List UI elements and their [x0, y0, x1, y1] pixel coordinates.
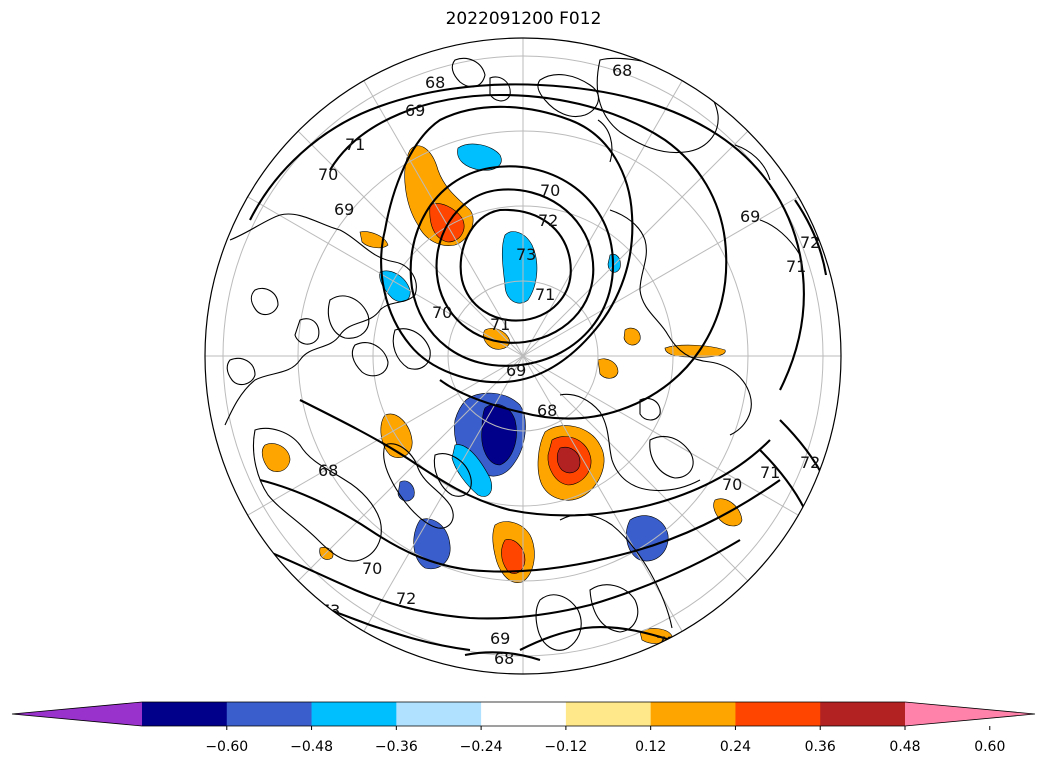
contour-label: 72 [396, 589, 416, 608]
contour-label: 69 [405, 101, 425, 120]
contour-label: 70 [318, 165, 338, 184]
contour-label: 72 [800, 453, 820, 472]
contour-label: 72 [800, 233, 820, 252]
contour-label: 69 [334, 200, 354, 219]
contour-label: 69 [740, 207, 760, 226]
colorbar-tick-label: 0.48 [889, 739, 920, 755]
colorbar-outline [11, 701, 1036, 727]
contour-label: 70 [540, 181, 560, 200]
height-contours [239, 83, 834, 662]
colorbar-tick-label: 0.12 [635, 739, 666, 755]
colorbar-cell [565, 702, 652, 726]
contour-label: 68 [537, 401, 557, 420]
contour-label: 71 [345, 135, 365, 154]
anomaly-blob [597, 358, 619, 379]
contour-label: 70 [362, 559, 382, 578]
anomaly-blob [501, 539, 526, 574]
contour-label: 69 [506, 361, 526, 380]
map-boundary [204, 37, 842, 675]
map-title: 2022091200 F012 [445, 9, 602, 29]
contour-label: 71 [535, 285, 555, 304]
contour-label: 70 [432, 303, 452, 322]
colorbar-cell [396, 702, 482, 726]
colorbar-tick-label: −0.60 [205, 739, 248, 755]
contour-label: 73 [516, 245, 536, 264]
colorbar-cell [142, 702, 228, 726]
colorbar-cell [735, 702, 821, 726]
colorbar-tick-label: −0.48 [290, 739, 333, 755]
contour-label: 70 [722, 475, 742, 494]
anomaly-blob [261, 443, 291, 473]
colorbar-tick-label: 0.36 [805, 739, 836, 755]
anomaly-blob [501, 231, 538, 304]
anomaly-fill-layer [261, 143, 743, 644]
contour-label: 68 [318, 461, 338, 480]
polar-map: 68 68 68 68 68 69 69 69 69 69 70 70 70 7… [204, 37, 842, 675]
colorbar-extend-max [905, 702, 1035, 726]
anomaly-blob [623, 327, 641, 346]
coastlines [224, 57, 801, 651]
anomaly-blob [397, 480, 415, 502]
anomaly-blob [556, 447, 581, 474]
colorbar-cell [311, 702, 397, 726]
colorbar-cell [481, 702, 567, 726]
contour-label: 71 [786, 257, 806, 276]
anomaly-blob [359, 231, 389, 249]
colorbar-cell [820, 702, 906, 726]
contour-label: 69 [490, 629, 510, 648]
colorbar-cell [226, 702, 313, 726]
colorbar-cell [650, 702, 736, 726]
colorbar-tick-label: −0.24 [460, 739, 503, 755]
contour-label: 68 [425, 73, 445, 92]
colorbar-tick-label: −0.12 [544, 739, 587, 755]
colorbar-extend-min [12, 702, 142, 726]
colorbar-tick-label: 0.24 [720, 739, 751, 755]
contour-label: 68 [494, 649, 514, 668]
contour-label: 68 [612, 61, 632, 80]
anomaly-blob [451, 444, 492, 497]
colorbar-tick-label: −0.36 [375, 739, 418, 755]
contour-label: 71 [490, 315, 510, 334]
contour-label: 71 [760, 463, 780, 482]
colorbar-tick-label: 0.60 [974, 739, 1005, 755]
contour-label: 72 [538, 211, 558, 230]
